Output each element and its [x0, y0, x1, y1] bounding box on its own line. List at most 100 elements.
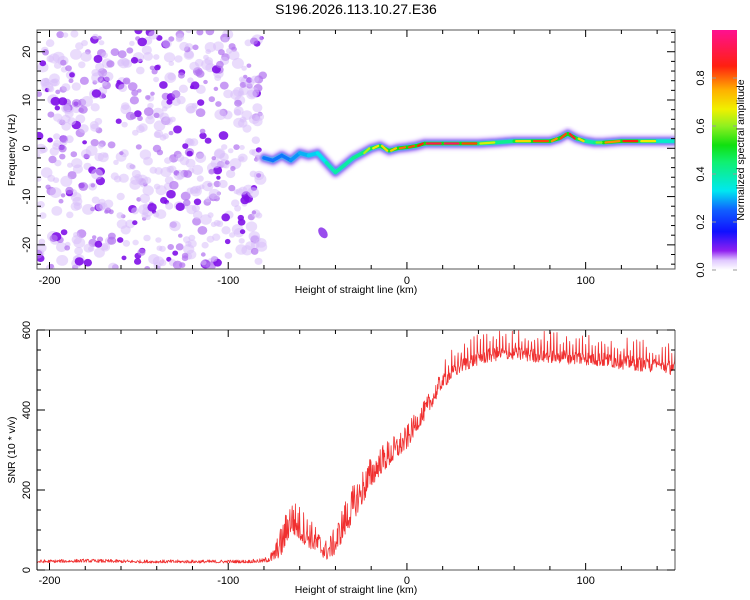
colorbar-tick-label: 0.4: [695, 166, 707, 181]
noise-blob: [176, 36, 182, 42]
noise-blob: [118, 50, 127, 58]
noise-blob: [37, 201, 45, 208]
colorbar-tick-label: 0.2: [695, 214, 707, 229]
isolated-blob: [316, 226, 329, 240]
noise-blob: [117, 219, 128, 229]
noise-blob: [182, 253, 188, 259]
noise-blob: [221, 226, 230, 234]
noise-blob: [137, 38, 147, 47]
noise-blob: [72, 99, 81, 107]
noise-blob: [113, 160, 119, 165]
spectrogram-y-axis-label: Frequency (Hz): [6, 114, 18, 186]
noise-blob: [205, 49, 211, 54]
x-tick-label: -200: [38, 575, 60, 587]
noise-blob: [145, 116, 155, 125]
noise-blob: [150, 66, 155, 71]
colorbar-tick-label: 0.0: [695, 262, 707, 277]
noise-blob: [233, 144, 239, 150]
noise-blob: [238, 219, 246, 226]
noise-blob: [108, 141, 116, 148]
noise-blob: [216, 221, 223, 227]
noise-blob: [172, 90, 181, 98]
noise-blob: [219, 131, 229, 140]
noise-blob: [201, 260, 207, 265]
noise-blob: [91, 183, 96, 187]
noise-blob: [246, 221, 257, 231]
noise-blob: [239, 187, 248, 195]
noise-blob: [225, 252, 233, 259]
noise-blob: [192, 45, 198, 51]
noise-blob: [160, 197, 167, 204]
noise-blob: [130, 96, 139, 104]
noise-blob: [103, 153, 109, 158]
noise-blob: [211, 256, 218, 262]
noise-blob: [215, 101, 221, 107]
noise-blob: [166, 99, 172, 104]
noise-blob: [143, 52, 153, 61]
noise-blob: [163, 117, 173, 126]
noise-blob: [169, 131, 174, 135]
colorbar-tick-label: 0.6: [695, 118, 707, 133]
noise-blob: [242, 110, 253, 120]
spectrogram-plot: -200-1000100 -20-1001020 Height of strai…: [6, 27, 675, 296]
noise-blob: [132, 240, 138, 246]
noise-blob: [247, 187, 259, 198]
noise-blob: [94, 55, 103, 63]
noise-blob: [51, 206, 62, 216]
noise-blob: [78, 61, 85, 68]
noise-blob: [167, 166, 174, 173]
noise-blob: [108, 233, 116, 240]
noise-blob: [173, 126, 182, 134]
noise-blob: [194, 199, 201, 206]
noise-blob: [190, 138, 199, 146]
noise-blob: [134, 174, 142, 181]
noise-blob: [165, 202, 173, 209]
noise-blob: [49, 73, 60, 83]
noise-blob: [123, 78, 131, 85]
chart-title: S196.2026.113.10.27.E36: [275, 1, 437, 17]
noise-blob: [159, 81, 168, 89]
noise-blob: [132, 220, 137, 225]
noise-blob: [116, 119, 122, 124]
colorbar-gradient: [712, 30, 737, 270]
noise-blob: [250, 38, 258, 45]
noise-blob: [101, 52, 108, 58]
noise-blob: [240, 229, 245, 234]
noise-blob: [164, 72, 176, 83]
noise-blob: [56, 255, 68, 266]
noise-blob: [203, 80, 208, 84]
noise-blob: [121, 102, 130, 110]
noise-blob: [153, 54, 159, 60]
noise-blob: [208, 169, 214, 175]
noise-blob: [194, 188, 200, 194]
noise-blob: [191, 81, 200, 89]
noise-blob: [45, 185, 50, 190]
noise-blob: [229, 43, 236, 50]
noise-blob: [219, 180, 228, 188]
noise-blob: [187, 151, 193, 157]
noise-blob: [66, 212, 73, 219]
noise-blob: [47, 86, 54, 92]
noise-blob: [180, 157, 190, 166]
ridge-peak: [480, 143, 494, 144]
noise-blob: [255, 258, 263, 265]
snr-x-axis-label: Height of straight line (km): [295, 584, 418, 596]
noise-blob: [144, 107, 154, 116]
noise-blob: [90, 207, 95, 211]
noise-blob: [196, 108, 206, 117]
noise-blob: [60, 135, 69, 143]
x-tick-label: 100: [576, 275, 594, 287]
x-tick-label: -200: [38, 275, 60, 287]
noise-blob: [138, 249, 146, 256]
noise-blob: [200, 214, 212, 225]
noise-blob: [82, 140, 87, 144]
noise-blob: [221, 144, 227, 150]
noise-blobs: [33, 27, 267, 272]
noise-blob: [185, 241, 191, 247]
noise-blob: [92, 235, 96, 239]
noise-blob: [79, 182, 89, 191]
noise-blob: [195, 59, 204, 67]
noise-blob: [121, 122, 127, 128]
noise-blob: [156, 185, 167, 195]
colorbar-tick-label: 0.8: [695, 70, 707, 85]
